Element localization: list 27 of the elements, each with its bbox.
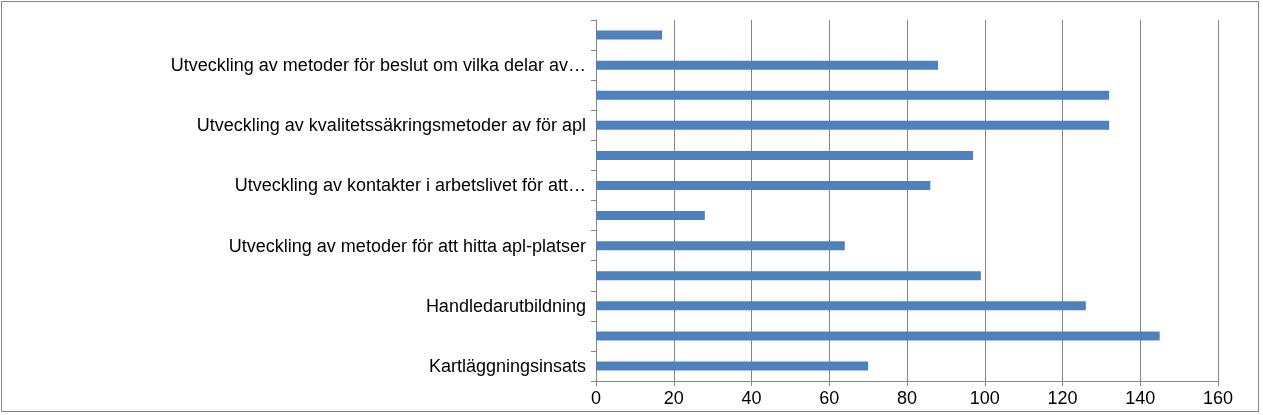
x-tick-label: 20 bbox=[663, 388, 684, 408]
bar bbox=[596, 90, 1110, 100]
x-tick-label: 0 bbox=[590, 388, 602, 408]
y-tick-label: Utveckling av metoder för beslut om vilka delar av… bbox=[170, 55, 586, 76]
y-tick-label: Utveckling av kontakter i arbetslivet för att… bbox=[234, 175, 586, 196]
x-tick-label: 160 bbox=[1202, 388, 1234, 408]
bar bbox=[596, 180, 931, 190]
bar bbox=[596, 331, 1160, 341]
bar bbox=[596, 150, 974, 160]
bar bbox=[596, 301, 1086, 311]
bar bbox=[596, 60, 939, 70]
x-tick-label: 120 bbox=[1047, 388, 1078, 408]
y-tick-label: Utveckling av metoder för att hitta apl-platser bbox=[228, 235, 586, 256]
x-tick-label: 100 bbox=[969, 388, 1000, 408]
bar bbox=[596, 361, 869, 371]
x-tick-label: 60 bbox=[819, 388, 840, 408]
bar bbox=[596, 271, 981, 281]
y-tick-label: Handledarutbildning bbox=[425, 295, 586, 316]
y-tick-label: Kartläggningsinsats bbox=[428, 355, 586, 376]
bar bbox=[596, 211, 705, 221]
y-tick-label: Utveckling av kvalitetssäkringsmetoder av för apl bbox=[196, 115, 586, 136]
x-tick-label: 40 bbox=[741, 388, 762, 408]
bar bbox=[596, 241, 845, 251]
x-tick-label: 80 bbox=[896, 388, 918, 408]
x-tick-label: 140 bbox=[1125, 388, 1156, 408]
bar bbox=[596, 30, 663, 40]
bar bbox=[596, 120, 1110, 130]
